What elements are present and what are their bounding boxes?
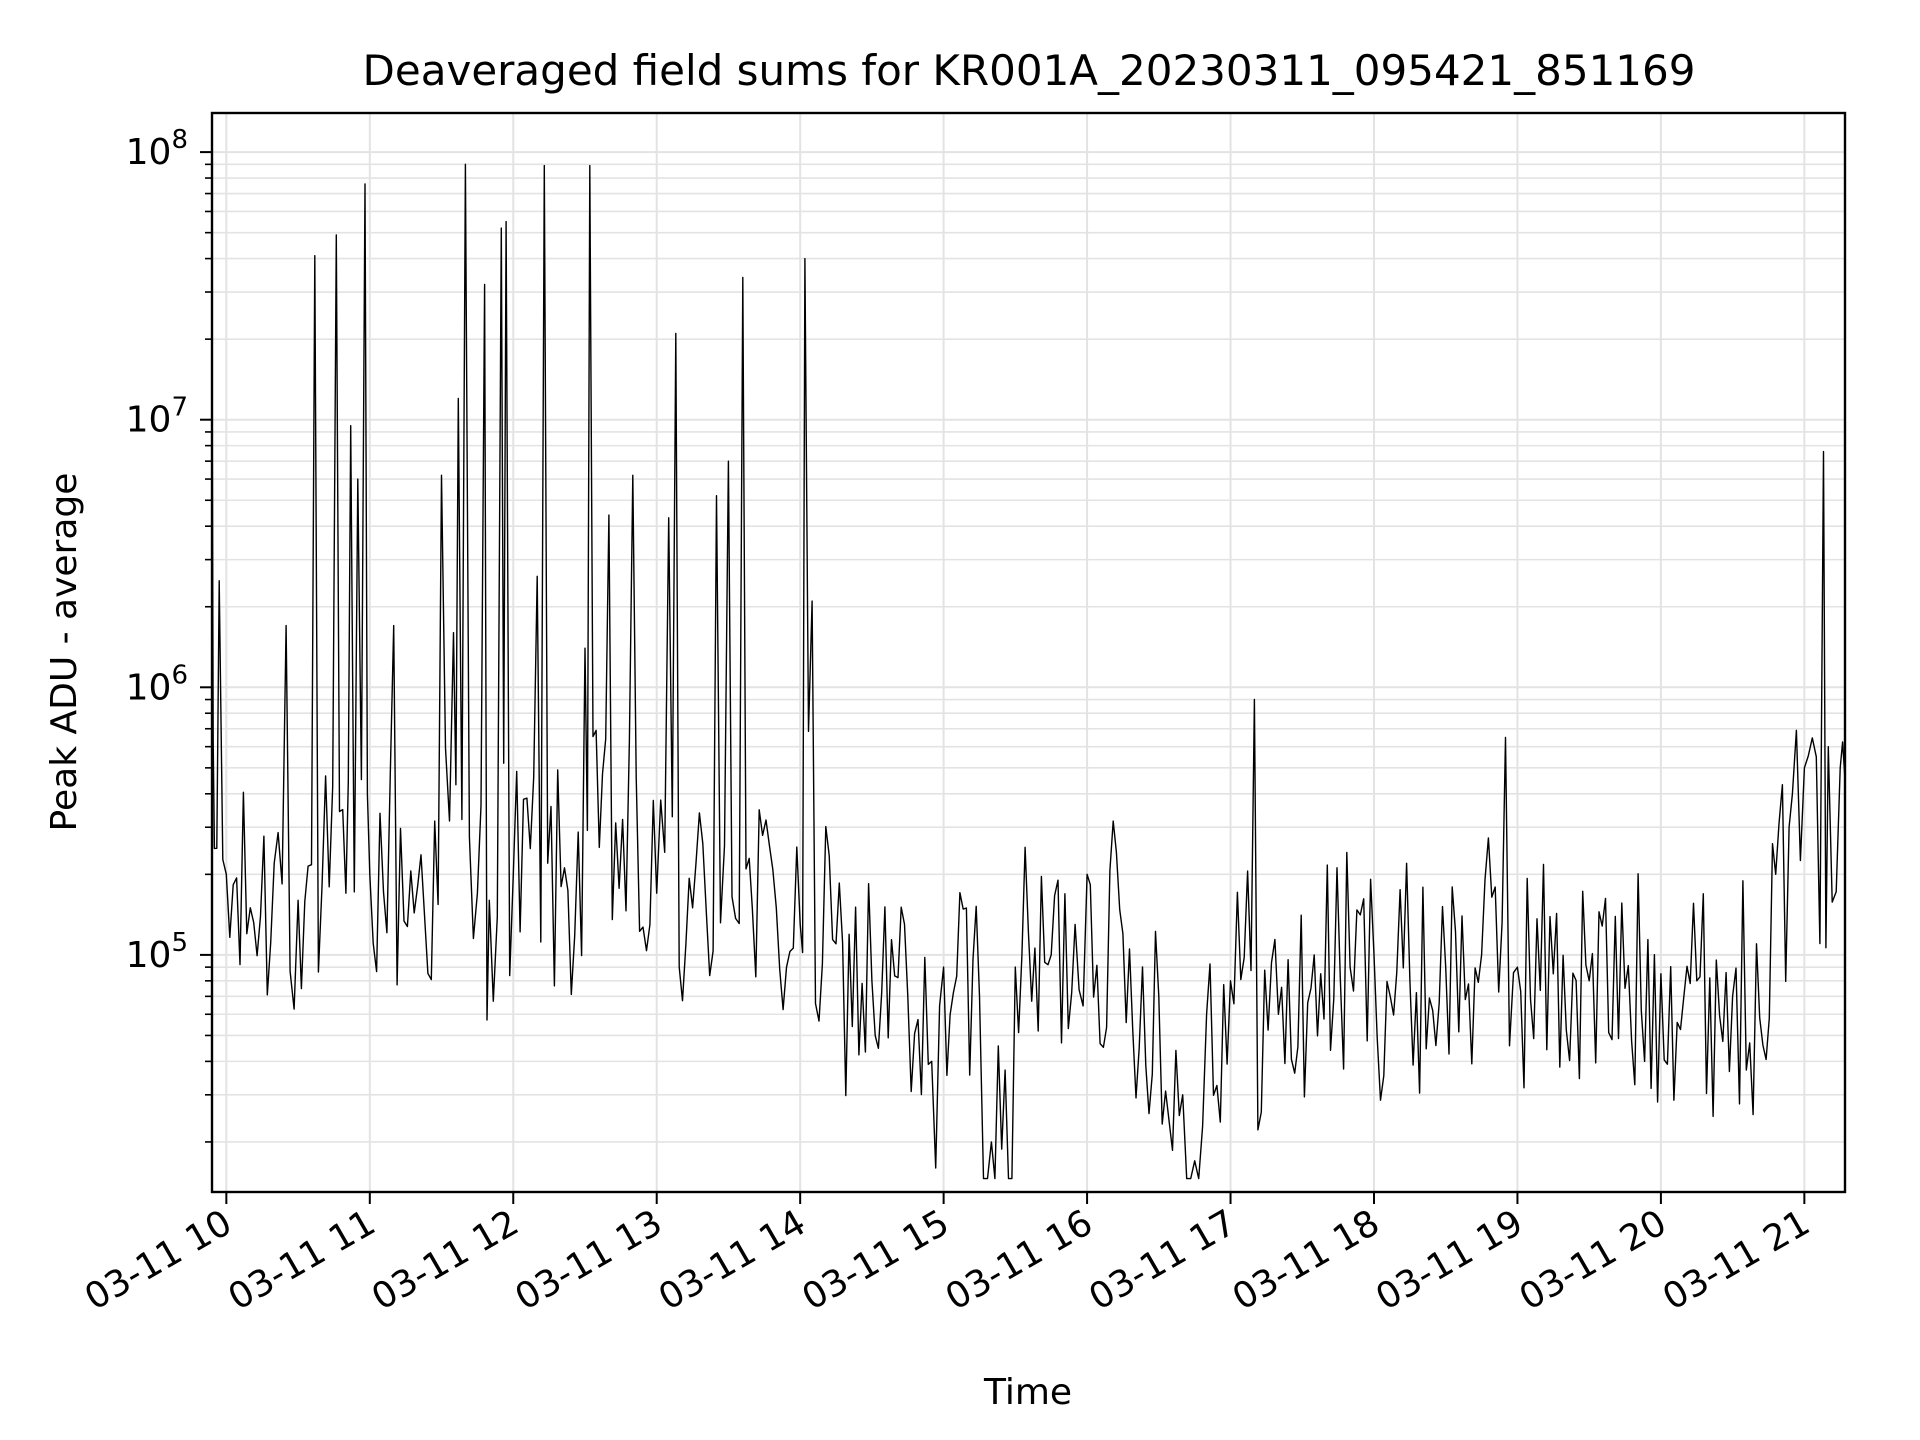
y-tick-label: 107 [126, 393, 188, 441]
plot-frame [210, 111, 1847, 1194]
y-tick-label: 108 [126, 125, 188, 173]
y-tick-label: 105 [126, 928, 188, 976]
x-axis-label: Time [983, 1372, 1072, 1413]
plot-area [210, 111, 1847, 1194]
chart-title: Deaveraged field sums for KR001A_2023031… [363, 46, 1696, 95]
y-axis-label: Peak ADU - average [44, 473, 85, 832]
series-layer [211, 163, 1846, 1180]
series-line [211, 163, 1846, 1180]
y-tick-label: 106 [126, 660, 188, 708]
grid-lines [212, 113, 1845, 1192]
y-axis: 105 106 107 108 [126, 125, 212, 1143]
